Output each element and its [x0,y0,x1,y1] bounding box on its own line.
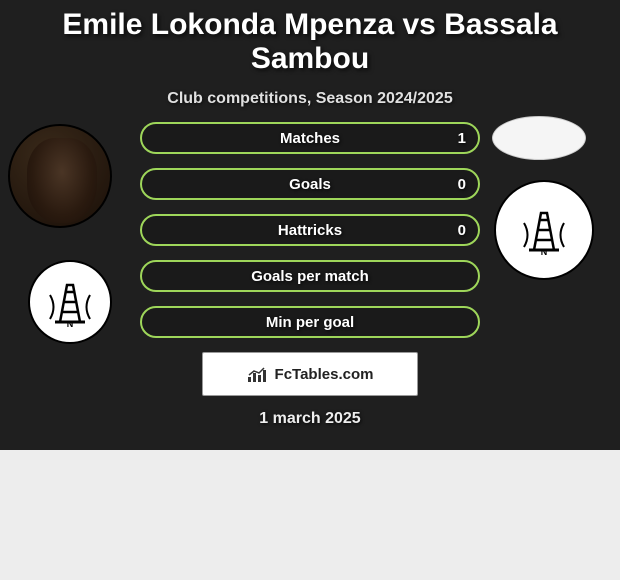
stat-row-matches: Matches 1 [140,122,480,154]
svg-text:N: N [67,319,74,327]
stat-value: 0 [458,222,466,239]
face-silhouette [27,138,97,223]
chart-icon [247,365,269,383]
derrick-icon: N [45,277,95,327]
stat-label: Matches [280,130,340,147]
subtitle: Club competitions, Season 2024/2025 [0,90,620,108]
brand-text: FcTables.com [275,366,374,383]
stat-row-hattricks: Hattricks 0 [140,214,480,246]
stat-label: Goals [289,176,331,193]
svg-text:N: N [541,247,548,255]
stat-value: 0 [458,176,466,193]
stat-label: Hattricks [278,222,342,239]
stat-row-min-per-goal: Min per goal [140,306,480,338]
stat-row-goals-per-match: Goals per match [140,260,480,292]
team-logo-right: N [494,180,594,280]
stat-label: Min per goal [266,314,354,331]
player-left-avatar [8,124,112,228]
derrick-icon: N [519,205,569,255]
date-label: 1 march 2025 [0,410,620,428]
stats-container: Matches 1 Goals 0 Hattricks 0 Goals per … [140,122,480,352]
stat-row-goals: Goals 0 [140,168,480,200]
page-title: Emile Lokonda Mpenza vs Bassala Sambou [0,0,620,76]
stat-label: Goals per match [251,268,369,285]
team-logo-left: N [28,260,112,344]
brand-box[interactable]: FcTables.com [202,352,418,396]
player-right-avatar [492,116,586,160]
stat-value: 1 [458,130,466,147]
